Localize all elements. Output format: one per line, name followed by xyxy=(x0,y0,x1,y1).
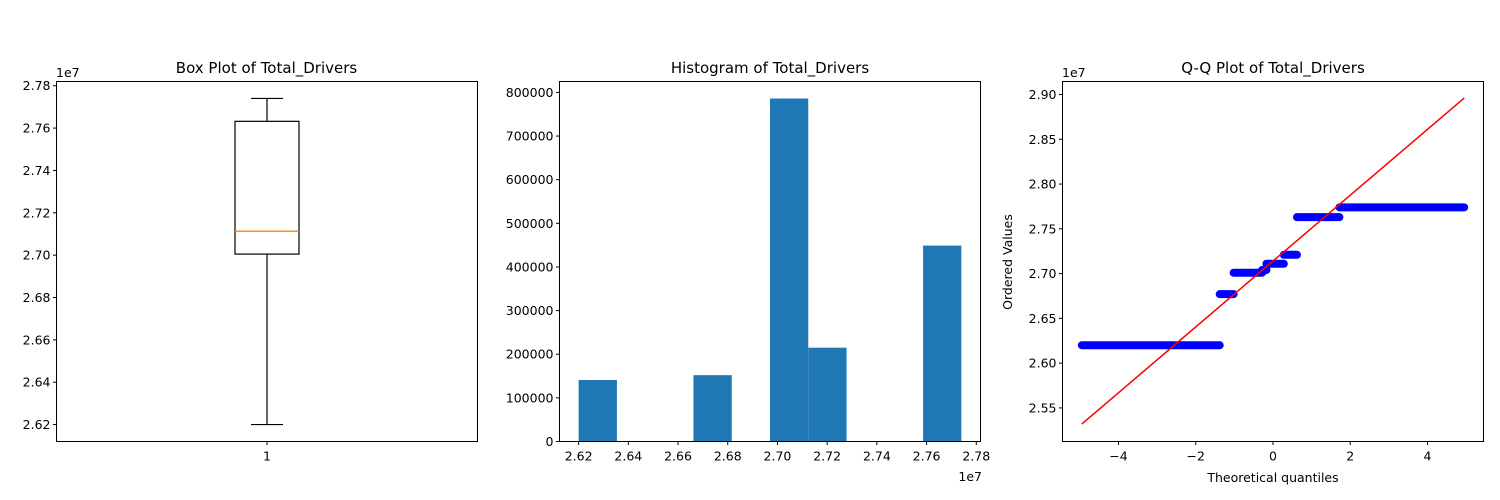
qq-plot-y-tick-label: 2.85 xyxy=(1029,132,1057,147)
histogram-y-tick-label: 500000 xyxy=(506,216,554,231)
box-plot-frame xyxy=(56,81,478,442)
box-plot-y-tick-label: 2.78 xyxy=(23,78,51,93)
histogram-y-tick-label: 100000 xyxy=(506,390,554,405)
box-plot-y-tick-label: 2.74 xyxy=(23,163,51,178)
box-plot-y-tick-label: 2.76 xyxy=(23,121,51,136)
qq-plot-x-tick-label: 2 xyxy=(1346,449,1354,464)
histogram-y-tick-label: 300000 xyxy=(506,303,554,318)
histogram-panel: Histogram of Total_Drivers 1e7 0 100000 20… xyxy=(506,59,990,484)
histogram-x-tick-label: 2.70 xyxy=(764,449,792,464)
histogram-bar xyxy=(923,245,962,442)
box-plot-title: Box Plot of Total_Drivers xyxy=(176,59,358,78)
box-plot-offset-text: 1e7 xyxy=(56,65,80,80)
histogram-bar xyxy=(693,375,732,442)
qq-plot-y-tick-label: 2.65 xyxy=(1029,311,1057,326)
histogram-x-tick-label: 2.62 xyxy=(565,449,593,464)
box-plot-box xyxy=(234,120,300,255)
histogram-frame xyxy=(559,81,981,442)
box-plot-y-tick-label: 2.72 xyxy=(23,205,51,220)
qq-plot-y-tick-label: 2.60 xyxy=(1029,356,1057,371)
box-plot-y-tick-label: 2.62 xyxy=(23,417,51,432)
qq-plot-x-ticks: −4 −2 0 2 4 xyxy=(1109,441,1432,464)
box-plot-y-tick-label: 2.70 xyxy=(23,248,51,263)
qq-plot-x-tick-label: −4 xyxy=(1109,449,1127,464)
box-plot-y-tick-label: 2.64 xyxy=(23,375,51,390)
box-plot-y-tick-label: 2.68 xyxy=(23,290,51,305)
histogram-x-tick-label: 2.68 xyxy=(714,449,742,464)
histogram-x-tick-label: 2.74 xyxy=(863,449,891,464)
box-plot-panel: Box Plot of Total_Drivers 1e7 2.622.642.… xyxy=(23,59,478,464)
qq-plot-y-tick-label: 2.75 xyxy=(1029,221,1057,236)
histogram-offset-text: 1e7 xyxy=(958,469,982,484)
histogram-y-tick-label: 0 xyxy=(546,434,554,449)
qq-plot-y-tick-label: 2.70 xyxy=(1029,266,1057,281)
histogram-bars xyxy=(578,98,962,442)
qq-plot-fit-line xyxy=(1081,97,1465,425)
qq-plot-points xyxy=(1077,203,1469,350)
histogram-bar xyxy=(808,347,847,442)
histogram-y-tick-label: 700000 xyxy=(506,129,554,144)
qq-plot-x-axis-label: Theoretical quantiles xyxy=(1206,470,1338,485)
qq-plot-y-axis-label: Ordered Values xyxy=(1000,214,1015,310)
histogram-y-ticks: 0 100000 200000 300000 400000 500000 600000 700… xyxy=(506,85,560,449)
qq-plot-title: Q-Q Plot of Total_Drivers xyxy=(1181,59,1365,78)
box-plot-x-ticks: 1 xyxy=(263,441,271,464)
qq-plot-x-tick-label: −2 xyxy=(1187,449,1205,464)
histogram-y-tick-label: 800000 xyxy=(506,85,554,100)
histogram-x-tick-label: 2.72 xyxy=(813,449,841,464)
qq-plot-y-ticks: 2.55 2.60 2.65 2.70 2.75 2.80 2.85 2.90 xyxy=(1029,87,1063,415)
histogram-y-tick-label: 400000 xyxy=(506,259,554,274)
qq-plot-frame xyxy=(1062,81,1484,442)
qq-plot-offset-text: 1e7 xyxy=(1062,65,1086,80)
qq-plot-x-tick-label: 4 xyxy=(1424,449,1432,464)
qq-plot-panel: Q-Q Plot of Total_Drivers 1e7 Theoretica… xyxy=(1000,59,1484,485)
qq-plot-y-tick-label: 2.90 xyxy=(1029,87,1057,102)
histogram-y-tick-label: 600000 xyxy=(506,172,554,187)
box-plot-marks xyxy=(234,97,300,426)
histogram-bar xyxy=(770,98,809,442)
histogram-y-tick-label: 200000 xyxy=(506,347,554,362)
histogram-x-tick-label: 2.66 xyxy=(664,449,692,464)
box-plot-x-tick-label: 1 xyxy=(263,449,271,464)
histogram-x-tick-label: 2.78 xyxy=(962,449,990,464)
qq-plot-fit-line-group xyxy=(1081,97,1465,425)
histogram-x-tick-label: 2.76 xyxy=(913,449,941,464)
histogram-title: Histogram of Total_Drivers xyxy=(671,59,869,78)
histogram-bar xyxy=(578,379,617,442)
box-plot-y-ticks: 2.62 2.64 2.66 2.68 2.70 2.72 2.74 2.76 2.78 xyxy=(23,78,57,432)
histogram-x-ticks: 2.62 2.64 2.66 2.68 2.70 2.72 2.74 2.76 2.78 xyxy=(565,441,990,464)
qq-plot-x-tick-label: 0 xyxy=(1269,449,1277,464)
qq-plot-y-tick-label: 2.55 xyxy=(1029,400,1057,415)
box-plot-y-tick-label: 2.66 xyxy=(23,332,51,347)
histogram-x-tick-label: 2.64 xyxy=(614,449,642,464)
qq-plot-y-tick-label: 2.80 xyxy=(1029,177,1057,192)
